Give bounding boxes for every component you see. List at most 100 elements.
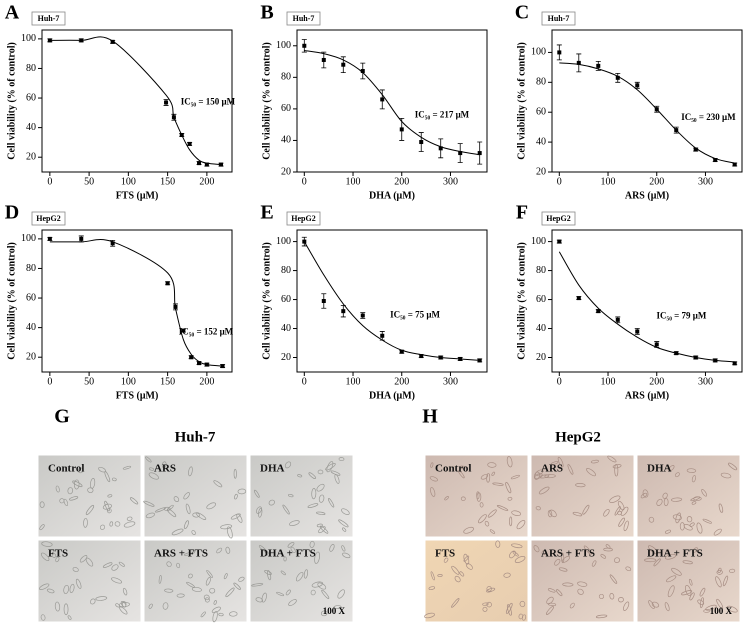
fit-curve: [49, 36, 222, 166]
cell-shape: [699, 597, 704, 609]
cell-shape: [541, 550, 547, 556]
cell-shape: [554, 558, 561, 566]
cell-shape: [582, 504, 590, 515]
data-point: [635, 83, 640, 88]
cell-shape: [213, 480, 223, 488]
y-axis-label: Cell viability (% of control): [261, 42, 272, 160]
micrograph-image: [424, 454, 529, 538]
cell-shape: [567, 464, 574, 475]
cell-shape: [230, 513, 241, 520]
cell-shape: [191, 530, 196, 536]
cell-shape: [341, 508, 350, 515]
cell-shape: [122, 587, 128, 596]
y-axis-label: Cell viability (% of control): [516, 42, 527, 160]
cell-shape: [506, 456, 513, 468]
cell-shape: [614, 464, 619, 477]
cell-shape: [79, 555, 88, 563]
y-tick-label: 80: [281, 265, 291, 276]
cell-shape: [509, 516, 513, 527]
cell-shape: [496, 505, 509, 511]
cell-line: HepG2: [546, 214, 570, 223]
cell-shape: [342, 552, 351, 559]
cell-shape: [674, 472, 680, 478]
cell-shape: [280, 570, 286, 576]
cell-shape: [338, 519, 349, 528]
cell-shape: [104, 500, 110, 512]
ic50-annotation: IC₅₀ = 150 μM: [181, 96, 236, 106]
cell-shape: [102, 562, 113, 568]
fit-curve: [558, 251, 735, 363]
cell-shape: [122, 465, 132, 470]
micrograph-label: Control: [48, 463, 84, 475]
cell-shape: [185, 503, 191, 515]
cell-shape: [321, 589, 330, 599]
x-tick-label: 0: [302, 376, 307, 387]
cell-shape: [212, 610, 218, 623]
x-tick-label: 300: [698, 376, 713, 387]
cell-shape: [188, 573, 193, 579]
cell-shape: [192, 512, 200, 518]
cell-shape: [166, 561, 172, 567]
cell-shape: [188, 466, 193, 477]
cell-shape: [67, 615, 72, 620]
data-point: [360, 69, 365, 74]
cell-shape: [225, 587, 235, 598]
axes-frame: [296, 229, 488, 373]
cell-shape: [603, 547, 613, 552]
cell-shape: [484, 520, 490, 527]
y-axis-label: Cell viability (% of control): [516, 242, 527, 360]
cell-shape: [681, 590, 693, 596]
y-tick-label: 40: [536, 323, 546, 334]
cell-shape: [126, 516, 133, 521]
cell-shape: [591, 560, 597, 567]
cell-shape: [55, 485, 60, 493]
cell-shape: [75, 578, 82, 589]
cell-shape: [90, 598, 96, 605]
cell-shape: [111, 477, 117, 482]
cell-shape: [51, 552, 57, 558]
fit-curve: [303, 241, 480, 361]
y-tick-label: 60: [26, 292, 36, 303]
cell-shape: [692, 547, 699, 553]
panel-letter: C: [515, 2, 529, 24]
cell-shape: [158, 575, 162, 584]
cell-shape: [726, 605, 738, 613]
y-tick-label: 40: [281, 323, 291, 334]
panel-letter: G: [54, 406, 70, 428]
x-tick-label: 0: [47, 376, 52, 387]
cell-shape: [546, 596, 554, 605]
cell-shape: [618, 597, 624, 603]
cell-shape: [561, 552, 565, 564]
fit-curve: [559, 62, 735, 164]
cell-shape: [59, 498, 65, 504]
y-tick-label: 40: [536, 136, 546, 147]
cell-shape: [697, 599, 705, 606]
cell-shape: [547, 510, 553, 518]
cell-shape: [87, 487, 94, 493]
y-tick-label: 100: [21, 233, 36, 244]
cell-shape: [317, 582, 327, 590]
cell-shape: [264, 570, 272, 576]
cell-shape: [509, 550, 516, 559]
cell-shape: [476, 491, 480, 500]
cell-shape: [682, 560, 693, 565]
cell-shape: [204, 597, 210, 603]
cell-shape: [491, 471, 496, 476]
cell-shape: [671, 497, 683, 502]
axes-frame: [551, 29, 743, 173]
cell-shape: [600, 554, 607, 559]
cell-shape: [617, 500, 625, 511]
y-tick-label: 60: [281, 103, 291, 114]
cell-shape: [284, 461, 292, 469]
fit-curve: [304, 50, 480, 156]
cell-shape: [264, 549, 270, 556]
cell-shape: [547, 588, 556, 593]
cell-shape: [487, 509, 497, 518]
cell-line: HepG2: [36, 214, 60, 223]
cell-shape: [163, 506, 171, 511]
cell-shape: [715, 576, 722, 588]
data-point: [110, 39, 115, 44]
data-point: [341, 309, 346, 314]
y-axis-label: Cell viability (% of control): [6, 242, 17, 360]
cell-shape: [290, 546, 296, 554]
